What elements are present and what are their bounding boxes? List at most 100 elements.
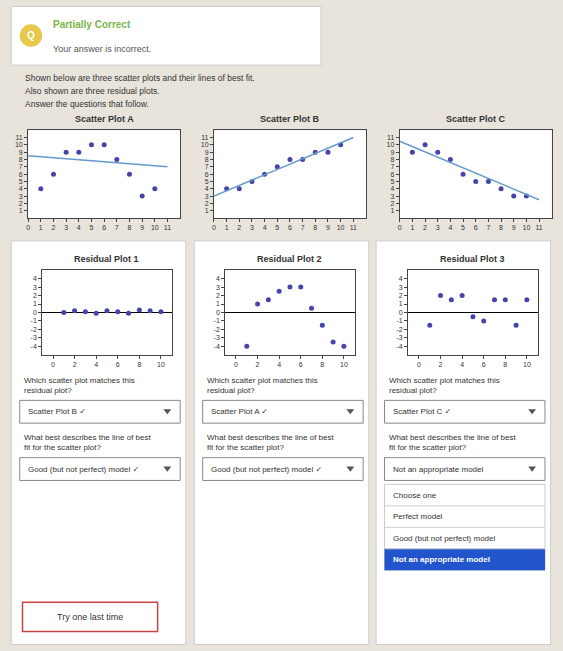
svg-text:3: 3 [216, 284, 220, 291]
svg-text:7: 7 [390, 163, 394, 170]
svg-text:1: 1 [410, 224, 414, 231]
svg-text:6: 6 [205, 171, 209, 178]
svg-text:6: 6 [288, 224, 292, 231]
svg-text:10: 10 [337, 224, 345, 231]
svg-text:4: 4 [448, 224, 452, 231]
svg-text:8: 8 [390, 156, 394, 163]
svg-text:4: 4 [390, 185, 394, 192]
svg-text:Not an appropriate model: Not an appropriate model [393, 465, 484, 474]
svg-text:10: 10 [523, 224, 531, 231]
svg-text:0: 0 [399, 309, 403, 316]
svg-text:0: 0 [398, 224, 402, 231]
svg-text:2: 2 [399, 292, 403, 299]
svg-text:-1: -1 [31, 317, 37, 324]
svg-text:7: 7 [19, 163, 23, 170]
svg-text:-4: -4 [214, 343, 220, 350]
svg-text:Good (but not perfect) model: Good (but not perfect) model [393, 534, 496, 543]
svg-text:0: 0 [51, 361, 55, 368]
svg-text:Answer the questions that foll: Answer the questions that follow. [25, 99, 149, 109]
svg-text:3: 3 [205, 193, 209, 200]
svg-text:7: 7 [205, 163, 209, 170]
svg-text:-4: -4 [397, 343, 403, 350]
svg-text:5: 5 [90, 224, 94, 231]
svg-text:8: 8 [313, 224, 317, 231]
svg-text:11: 11 [15, 134, 22, 141]
svg-text:4: 4 [94, 361, 98, 368]
svg-text:Scatter Plot A ✓: Scatter Plot A ✓ [211, 407, 268, 416]
svg-text:9: 9 [326, 224, 330, 231]
svg-text:-3: -3 [214, 334, 220, 341]
svg-text:10: 10 [201, 141, 209, 148]
svg-text:Try one last time: Try one last time [57, 612, 123, 622]
svg-text:7: 7 [486, 224, 490, 231]
svg-text:2: 2 [237, 224, 241, 231]
svg-text:2: 2 [205, 200, 209, 207]
svg-text:6: 6 [19, 171, 23, 178]
svg-text:3: 3 [399, 284, 403, 291]
svg-text:7: 7 [301, 224, 305, 231]
svg-text:8: 8 [503, 361, 507, 368]
svg-text:4: 4 [216, 275, 220, 282]
svg-text:5: 5 [461, 224, 465, 231]
svg-text:2: 2 [73, 361, 77, 368]
svg-text:4: 4 [263, 224, 267, 231]
svg-text:4: 4 [205, 185, 209, 192]
svg-text:0: 0 [33, 309, 37, 316]
svg-text:What best describes the line o: What best describes the line of bestfit … [389, 433, 517, 452]
svg-text:1: 1 [216, 300, 220, 307]
svg-text:8: 8 [499, 224, 503, 231]
svg-text:3: 3 [250, 224, 254, 231]
svg-text:3: 3 [390, 193, 394, 200]
svg-text:-2: -2 [31, 326, 37, 333]
svg-text:1: 1 [399, 300, 403, 307]
svg-text:Which scatter plot matches thi: Which scatter plot matches thisresidual … [389, 376, 500, 395]
svg-text:Not an appropriate model: Not an appropriate model [393, 555, 490, 564]
svg-text:3: 3 [436, 224, 440, 231]
svg-text:-3: -3 [397, 334, 403, 341]
svg-text:5: 5 [205, 178, 209, 185]
svg-text:What best describes the line o: What best describes the line of bestfit … [207, 433, 335, 452]
svg-text:6: 6 [482, 361, 486, 368]
svg-text:Scatter Plot B: Scatter Plot B [260, 114, 320, 124]
svg-text:Good (but not perfect) model ✓: Good (but not perfect) model ✓ [211, 465, 322, 474]
svg-text:0: 0 [212, 224, 216, 231]
svg-text:0: 0 [234, 361, 238, 368]
svg-text:0: 0 [26, 224, 30, 231]
svg-text:2: 2 [423, 224, 427, 231]
svg-text:6: 6 [474, 224, 478, 231]
svg-text:9: 9 [205, 149, 209, 156]
svg-text:4: 4 [77, 224, 81, 231]
svg-text:1: 1 [225, 224, 229, 231]
svg-text:8: 8 [320, 361, 324, 368]
svg-text:5: 5 [275, 224, 279, 231]
svg-text:Also shown are three residual: Also shown are three residual plots. [25, 86, 160, 96]
svg-text:8: 8 [128, 224, 132, 231]
svg-text:Your answer is incorrect.: Your answer is incorrect. [53, 44, 151, 54]
svg-text:5: 5 [390, 178, 394, 185]
svg-text:2: 2 [390, 200, 394, 207]
svg-text:8: 8 [205, 156, 209, 163]
svg-text:4: 4 [19, 185, 23, 192]
svg-text:0: 0 [216, 309, 220, 316]
svg-text:9: 9 [512, 224, 516, 231]
svg-text:4: 4 [399, 275, 403, 282]
svg-text:6: 6 [299, 361, 303, 368]
svg-text:Which scatter plot matches thi: Which scatter plot matches thisresidual … [24, 376, 135, 395]
svg-text:1: 1 [19, 207, 23, 214]
svg-text:-1: -1 [397, 317, 403, 324]
svg-text:-4: -4 [31, 343, 37, 350]
svg-text:Shown below are three scatter: Shown below are three scatter plots and … [25, 73, 255, 83]
svg-text:Scatter Plot A: Scatter Plot A [75, 114, 134, 124]
svg-text:9: 9 [140, 224, 144, 231]
svg-text:-1: -1 [214, 317, 220, 324]
svg-text:9: 9 [19, 149, 23, 156]
svg-text:2: 2 [52, 224, 56, 231]
svg-text:Residual Plot 1: Residual Plot 1 [74, 254, 139, 264]
svg-text:6: 6 [102, 224, 106, 231]
svg-text:Which scatter plot matches thi: Which scatter plot matches thisresidual … [207, 376, 318, 395]
svg-text:Good (but not perfect) model ✓: Good (but not perfect) model ✓ [28, 465, 139, 474]
svg-text:4: 4 [460, 361, 464, 368]
svg-text:4: 4 [277, 361, 281, 368]
svg-text:10: 10 [387, 141, 395, 148]
svg-text:Scatter Plot C ✓: Scatter Plot C ✓ [393, 407, 451, 416]
